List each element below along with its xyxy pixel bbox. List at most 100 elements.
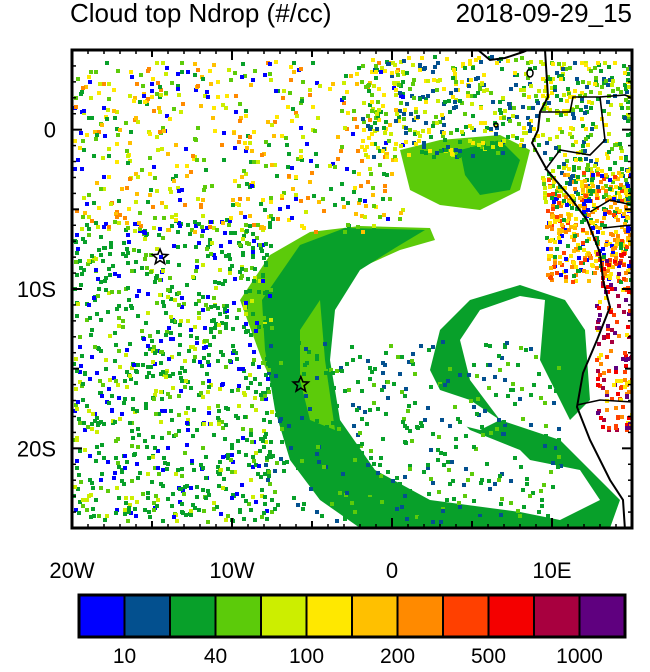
yellow-orange-speckle <box>194 138 198 142</box>
land-speckle <box>565 99 569 103</box>
orange-land-speckle <box>559 273 563 277</box>
blue-green-speckle <box>386 62 390 66</box>
land-speckle <box>550 86 554 90</box>
yellow-orange-speckle <box>204 168 208 172</box>
green-speckle <box>74 357 78 361</box>
blue-green-speckle <box>405 71 409 75</box>
green-speckle-south <box>309 487 313 491</box>
orange-land-speckle <box>593 271 597 275</box>
green-speckle <box>264 261 268 265</box>
land-speckle <box>610 147 614 151</box>
yellow-orange-speckle <box>192 157 196 161</box>
green-speckle <box>206 307 210 311</box>
blue-green-speckle <box>536 134 540 138</box>
yellow-orange-speckle <box>368 118 372 122</box>
green-speckle <box>253 518 257 522</box>
yellow-orange-speckle <box>390 172 394 176</box>
green-speckle-south <box>480 478 484 482</box>
green-speckle <box>195 428 199 432</box>
green-speckle-south <box>416 426 420 430</box>
yellow-orange-speckle <box>243 141 247 145</box>
green-speckle <box>238 243 242 247</box>
green-speckle <box>169 315 173 319</box>
green-speckle <box>74 260 78 264</box>
green-speckle-south <box>469 506 473 510</box>
orange-land-speckle <box>560 223 564 227</box>
green-speckle-south <box>453 405 457 409</box>
blue-green-speckle <box>421 129 425 133</box>
red-land-speckle <box>599 353 603 357</box>
green-speckle <box>130 269 134 273</box>
green-speckle <box>186 428 190 432</box>
red-land-speckle <box>619 386 623 390</box>
red-land-speckle <box>627 312 631 316</box>
green-speckle <box>220 321 224 325</box>
green-speckle <box>202 422 206 426</box>
green-speckle <box>126 261 130 265</box>
green-speckle <box>209 422 213 426</box>
green-speckle <box>250 299 254 303</box>
yellow-orange-speckle <box>222 158 226 162</box>
yellow-orange-speckle <box>316 116 320 120</box>
land-speckle <box>611 172 615 176</box>
red-land-speckle <box>625 395 629 399</box>
blue-green-speckle <box>477 143 481 147</box>
green-speckle <box>133 452 137 456</box>
yellow-orange-speckle <box>185 174 189 178</box>
green-speckle-south <box>269 344 273 348</box>
land-speckle <box>604 123 608 127</box>
yellow-orange-speckle <box>352 109 356 113</box>
red-land-speckle <box>627 416 631 420</box>
green-speckle <box>145 375 149 379</box>
green-speckle-south <box>520 387 524 391</box>
green-speckle-south <box>267 474 271 478</box>
green-speckle <box>226 514 230 518</box>
yellow-orange-speckle <box>183 203 187 207</box>
yellow-orange-speckle <box>388 197 392 201</box>
colorbar-box <box>260 594 308 638</box>
yellow-orange-speckle <box>285 143 289 147</box>
orange-land-speckle <box>578 246 582 250</box>
yellow-orange-speckle <box>351 132 355 136</box>
red-land-speckle <box>602 371 606 375</box>
land-speckle <box>611 180 615 184</box>
green-speckle <box>264 242 268 246</box>
yellow-orange-speckle <box>106 108 110 112</box>
land-speckle <box>600 85 604 89</box>
orange-land-speckle <box>615 207 619 211</box>
green-speckle <box>209 327 213 331</box>
orange-land-speckle <box>576 243 580 247</box>
green-speckle-south <box>489 431 493 435</box>
blue-green-speckle <box>521 105 525 109</box>
orange-land-speckle <box>585 239 589 243</box>
yellow-orange-speckle <box>266 120 270 124</box>
blue-green-speckle <box>506 59 510 63</box>
red-land-speckle <box>607 426 611 430</box>
green-speckle-south <box>405 517 409 521</box>
green-speckle <box>75 233 79 237</box>
green-speckle <box>94 257 98 261</box>
green-speckle <box>194 302 198 306</box>
yellow-orange-speckle <box>135 192 139 196</box>
green-speckle <box>154 389 158 393</box>
green-speckle <box>95 445 99 449</box>
orange-land-speckle <box>613 201 617 205</box>
blue-green-speckle <box>385 155 389 159</box>
yellow-orange-speckle <box>189 170 193 174</box>
green-speckle-south <box>300 459 304 463</box>
green-speckle <box>123 397 127 401</box>
green-speckle-south <box>475 374 479 378</box>
land-speckle <box>619 103 623 107</box>
red-land-speckle <box>619 379 623 383</box>
green-speckle <box>113 359 117 363</box>
green-speckle <box>159 372 163 376</box>
red-land-speckle <box>604 296 608 300</box>
blue-green-speckle <box>371 58 375 62</box>
yellow-orange-speckle <box>146 97 150 101</box>
orange-land-speckle <box>548 221 552 225</box>
blue-green-speckle <box>396 73 400 77</box>
green-speckle <box>117 274 121 278</box>
yellow-orange-speckle <box>84 85 88 89</box>
blue-green-speckle <box>370 100 374 104</box>
yellow-orange-speckle <box>186 70 190 74</box>
